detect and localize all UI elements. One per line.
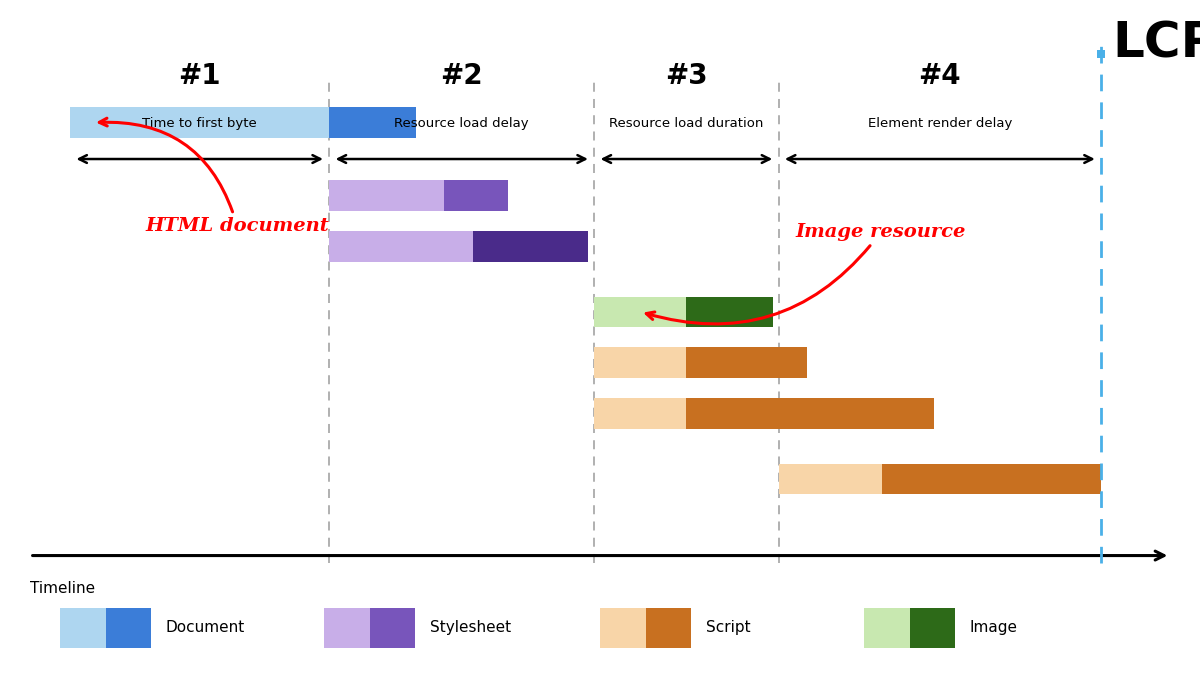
Text: Image: Image (970, 620, 1018, 635)
Bar (600, 608, 646, 647)
Bar (910, 608, 955, 647)
Text: HTML document: HTML document (100, 118, 329, 235)
Bar (594, 398, 686, 429)
Bar (70, 107, 329, 138)
Bar (882, 464, 1102, 495)
Text: Document: Document (166, 620, 245, 635)
Bar (444, 180, 508, 211)
Bar (864, 608, 910, 647)
Bar (60, 608, 106, 647)
Bar (473, 231, 588, 262)
Text: Script: Script (706, 620, 750, 635)
Text: Element render delay: Element render delay (868, 117, 1012, 130)
Bar (686, 398, 934, 429)
Text: Resource load duration: Resource load duration (610, 117, 763, 130)
Bar (329, 180, 444, 211)
Bar (779, 464, 882, 495)
Bar (324, 608, 370, 647)
Text: Stylesheet: Stylesheet (430, 620, 511, 635)
Text: #4: #4 (918, 62, 961, 90)
Text: #1: #1 (179, 62, 221, 90)
Text: Time to first byte: Time to first byte (143, 117, 257, 130)
Text: Resource load delay: Resource load delay (395, 117, 529, 130)
Bar (329, 107, 415, 138)
Text: LCP: LCP (1112, 20, 1200, 68)
Bar (594, 348, 686, 378)
Bar (686, 296, 773, 327)
Bar (646, 608, 691, 647)
Bar (686, 348, 808, 378)
Text: Timeline: Timeline (30, 581, 95, 596)
Text: Image resource: Image resource (647, 223, 966, 324)
Bar (329, 231, 473, 262)
Bar (106, 608, 151, 647)
Text: #2: #2 (440, 62, 484, 90)
Text: #3: #3 (665, 62, 708, 90)
Bar (594, 296, 686, 327)
Bar (370, 608, 415, 647)
